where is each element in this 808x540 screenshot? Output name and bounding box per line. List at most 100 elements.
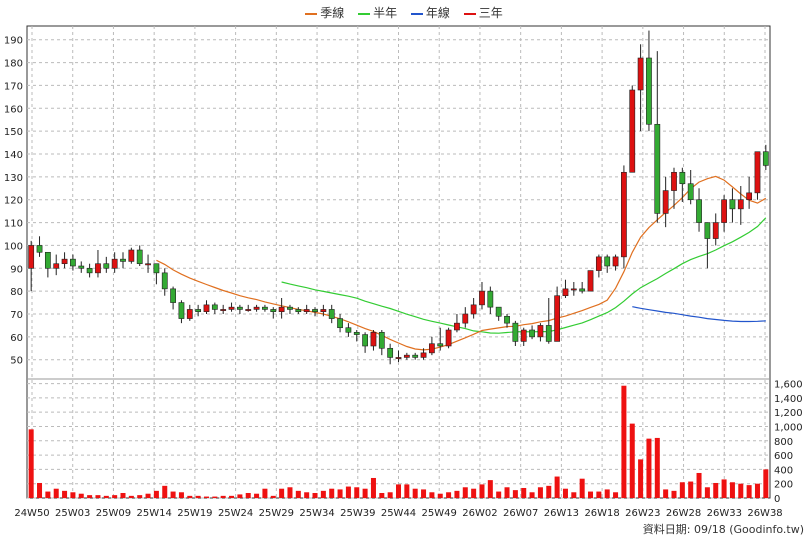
volume-bar <box>53 488 59 498</box>
volume-bar <box>688 481 694 498</box>
candle-body <box>95 263 101 274</box>
candle-body <box>495 306 502 317</box>
x-tick-label: 25W34 <box>299 508 334 519</box>
x-tick-label: 26W07 <box>503 508 538 519</box>
volume-bar <box>421 489 427 498</box>
candle-body <box>595 256 602 271</box>
volume-bar <box>195 495 201 498</box>
volume-bar <box>487 480 493 498</box>
candle-body <box>712 222 719 239</box>
legend-item-year[interactable]: 年線 <box>410 4 450 21</box>
volume-bar <box>621 385 627 498</box>
volume-bar <box>654 437 660 498</box>
volume-bar <box>696 472 702 498</box>
volume-bar <box>713 482 719 498</box>
x-tick-label: 26W02 <box>462 508 497 519</box>
candle-body <box>303 309 310 313</box>
volume-bar <box>429 492 435 498</box>
volume-tick-label: 1,200 <box>774 408 803 419</box>
volume-bar <box>579 478 585 498</box>
candle-body <box>662 190 669 214</box>
volume-bar <box>721 479 727 498</box>
candle-body <box>696 199 702 223</box>
volume-bar <box>62 490 68 498</box>
x-tick-label: 24W50 <box>14 508 49 519</box>
candle-body <box>537 325 544 338</box>
price-tick-label: 190 <box>4 36 23 47</box>
candle-body <box>270 309 277 313</box>
volume-bar <box>496 491 502 498</box>
volume-bar <box>162 485 168 498</box>
candle-body <box>153 263 160 274</box>
candle-body <box>312 309 318 313</box>
candle-body <box>186 309 193 319</box>
candle-body <box>61 258 68 265</box>
volume-bar <box>112 495 118 498</box>
volume-bar <box>245 492 251 498</box>
price-tick-label: 70 <box>10 310 23 321</box>
candle-body <box>637 57 644 91</box>
candle-body <box>437 343 444 347</box>
volume-bar <box>679 482 685 498</box>
volume-bar <box>329 488 335 498</box>
price-tick-label: 140 <box>4 150 23 161</box>
legend-item-threeyear[interactable]: 三年 <box>463 4 503 21</box>
candle-body <box>737 199 744 210</box>
candle-body <box>721 199 727 223</box>
volume-bar <box>362 488 368 498</box>
candle-body <box>337 318 343 329</box>
volume-bar <box>37 482 43 498</box>
candle-body <box>579 288 586 292</box>
legend-item-quarter[interactable]: 季線 <box>305 4 344 21</box>
candle-body <box>278 306 285 313</box>
volume-bar <box>562 488 568 498</box>
x-tick-label: 25W09 <box>96 508 131 519</box>
legend-label-half: 半年 <box>373 6 398 20</box>
price-tick-label: 120 <box>4 196 23 207</box>
candle-body <box>145 263 151 266</box>
candle-body <box>345 327 352 333</box>
candle-body <box>729 199 736 210</box>
candle-body <box>53 263 60 269</box>
price-tick-label: 130 <box>4 173 23 184</box>
candle-body <box>529 329 535 338</box>
volume-bar <box>479 484 485 498</box>
candle-body <box>704 222 711 239</box>
candle-body <box>111 258 118 269</box>
volume-bar <box>379 492 385 498</box>
candle-body <box>44 251 51 269</box>
data-date-footer: 資料日期: 09/18 (Goodinfo.tw) <box>642 523 804 536</box>
candle-body <box>128 249 135 262</box>
candle-body <box>86 267 93 274</box>
volume-bar <box>613 492 619 498</box>
legend-item-half[interactable]: 半年 <box>358 4 397 21</box>
candle-body <box>28 245 35 269</box>
candle-body <box>587 270 594 292</box>
legend-label-threeyear: 三年 <box>478 6 503 20</box>
candle-body <box>103 263 110 269</box>
volume-bar <box>529 492 535 498</box>
legend-swatch-threeyear <box>463 12 476 15</box>
volume-bar <box>187 495 193 498</box>
volume-bar <box>404 484 410 498</box>
volume-bar <box>279 488 285 498</box>
x-tick-label: 25W29 <box>259 508 294 519</box>
volume-tick-label: 0 <box>774 494 780 505</box>
candle-body <box>504 315 510 324</box>
price-tick-label: 110 <box>4 219 23 230</box>
candle-body <box>420 352 427 358</box>
volume-bar <box>320 490 326 498</box>
candle-body <box>562 288 569 297</box>
volume-bar <box>454 490 460 498</box>
candle-body <box>387 347 394 358</box>
candle-body <box>161 272 168 290</box>
candle-body <box>479 290 485 306</box>
volume-bar <box>220 495 226 498</box>
candle-body <box>170 288 176 303</box>
candle-body <box>512 322 519 342</box>
volume-bar <box>671 490 677 498</box>
volume-bar <box>78 493 84 498</box>
volume-bar <box>746 485 752 498</box>
volume-bar <box>704 487 710 498</box>
x-tick-label: 25W19 <box>177 508 212 519</box>
